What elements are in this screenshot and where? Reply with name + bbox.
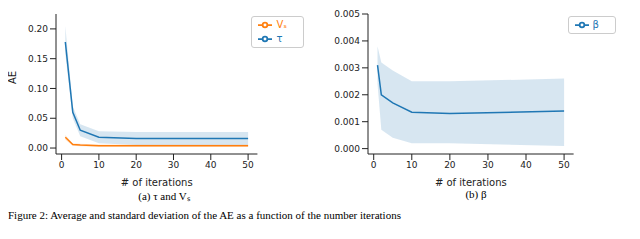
html-text:(a) τ and Vₛ: (a) τ and Vₛ	[138, 190, 190, 202]
svg-text:20: 20	[130, 160, 142, 170]
svg-text:# of iterations: # of iterations	[121, 177, 193, 186]
svg-text:0: 0	[59, 160, 65, 170]
svg-text:0.05: 0.05	[28, 113, 48, 123]
svg-text:30: 30	[482, 160, 494, 170]
html-text:β: β	[592, 19, 599, 30]
svg-text:50: 50	[242, 160, 254, 170]
svg-text:0.002: 0.002	[334, 90, 360, 100]
html-text:τ: τ	[276, 33, 283, 44]
svg-text:40: 40	[205, 160, 217, 170]
svg-text:0.003: 0.003	[334, 63, 360, 73]
svg-text:0.00: 0.00	[28, 143, 48, 153]
svg-text:50: 50	[558, 160, 570, 170]
svg-text:0.001: 0.001	[334, 117, 360, 127]
svg-text:20: 20	[444, 160, 456, 170]
svg-text:0.20: 0.20	[28, 24, 48, 34]
svg-text:0.15: 0.15	[28, 54, 48, 64]
svg-text:0.005: 0.005	[334, 9, 360, 19]
svg-text:AE: AE	[8, 71, 18, 84]
svg-text:10: 10	[406, 160, 418, 170]
svg-text:30: 30	[168, 160, 180, 170]
svg-text:0: 0	[371, 160, 377, 170]
svg-text:0.000: 0.000	[334, 144, 360, 154]
html-text:Figure 2: Average and standard: Figure 2: Average and standard deviation…	[8, 209, 401, 221]
svg-text:0.10: 0.10	[28, 84, 48, 94]
svg-text:10: 10	[93, 160, 105, 170]
html-text:(b) β: (b) β	[465, 188, 487, 200]
svg-text:# of iterations: # of iterations	[435, 177, 507, 186]
svg-text:0.004: 0.004	[334, 36, 360, 46]
html-text:Vₛ: Vₛ	[276, 19, 287, 30]
svg-text:40: 40	[520, 160, 532, 170]
